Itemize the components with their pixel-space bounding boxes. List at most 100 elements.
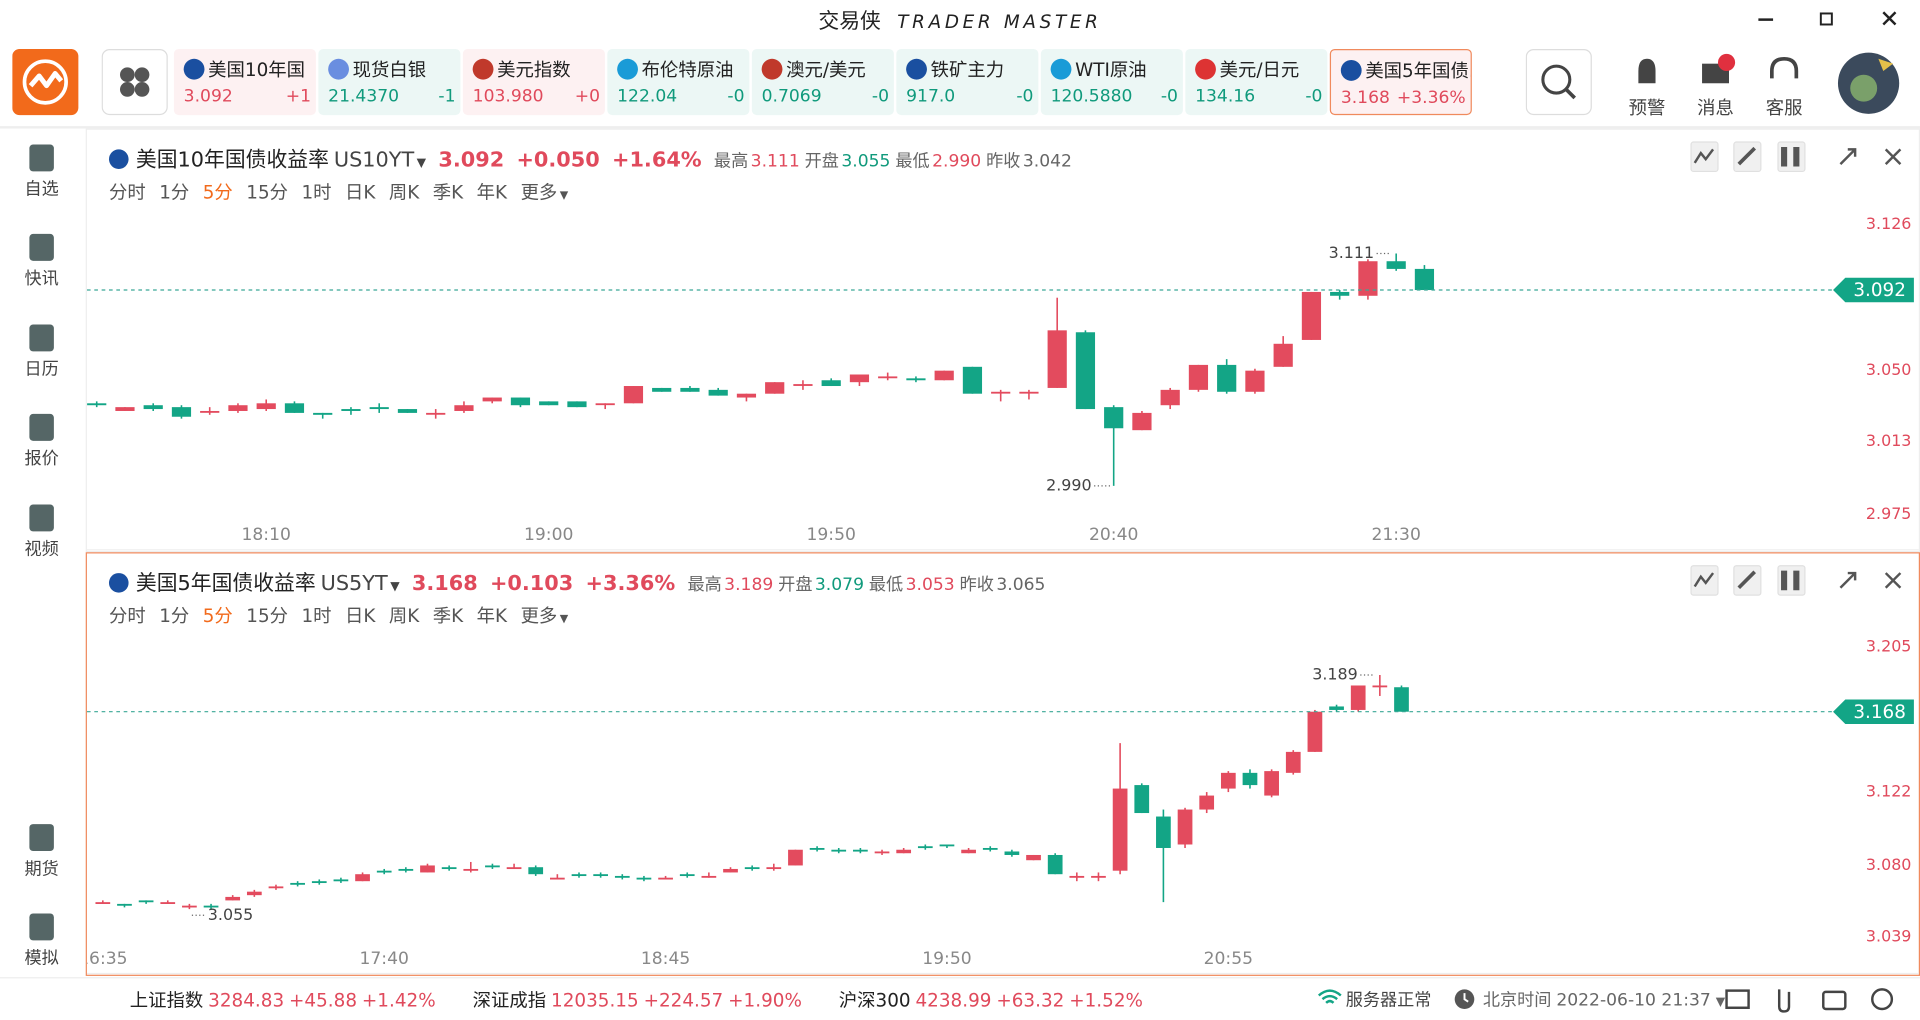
index-pct: +1.42% [361,989,436,1012]
candle-body [463,868,479,871]
stat-value: 3.042 [1022,151,1072,172]
service-icon[interactable] [1770,56,1799,79]
sidebar-item[interactable]: 模拟 [0,913,83,969]
candle-body [1134,785,1150,814]
candle-body [853,849,868,852]
ticker-card[interactable]: 铁矿主力 917.0 -0 [896,48,1039,116]
sidebar-item[interactable]: 日历 [0,324,83,380]
period-tab[interactable]: 1分 [159,604,190,627]
logo[interactable] [12,48,81,118]
window-controls[interactable] [1739,5,1910,34]
camera-icon[interactable] [1822,990,1847,1011]
sidebar-item[interactable]: 快讯 [0,233,83,290]
period-tab[interactable]: 分时 [108,181,146,204]
candle-body [246,891,262,896]
candle-body [171,407,192,417]
candle-body [268,886,284,889]
period-tab[interactable]: 5分 [202,181,233,204]
period-tab[interactable]: 1分 [159,181,190,204]
chart-panel: 美国5年国债收益率 US5YT ▼ 3.168 +0.103 +3.36% 最高 3.189 开… [85,552,1920,976]
tool-glyph [1781,146,1800,167]
candle-body [723,868,738,873]
candle-body [1217,364,1237,392]
period-tab[interactable]: 5分 [202,604,233,627]
avatar[interactable] [1837,51,1903,117]
instrument-code[interactable]: US10YT [333,148,415,173]
settings-icon[interactable] [1871,988,1894,1011]
ticker-card[interactable]: 美国10年国 3.092 +1 [173,48,316,116]
apps-button[interactable] [101,48,171,118]
ticker-icon [1340,60,1362,81]
candle-body [1264,771,1279,796]
period-tab[interactable]: 周K [388,181,420,204]
period-tab[interactable]: 周K [388,604,420,627]
ticker-name: WTI原油 [1075,58,1147,81]
candle-body [1386,261,1406,269]
sidebar-icon [29,233,54,261]
period-tab[interactable]: 年K [476,604,508,627]
period-tab[interactable]: 1时 [301,604,332,627]
candle-body [1301,291,1322,340]
period-tab[interactable]: 15分 [246,604,289,627]
clock[interactable]: 北京时间 2022-06-10 21:37 ▼ [1482,990,1726,1011]
ticker-card[interactable]: 现货白银 21.4370 -1 [318,48,461,116]
ticker-icon [328,58,349,80]
index-change: +63.32 [996,989,1065,1012]
period-tab[interactable]: 年K [476,181,508,204]
alert-icon[interactable] [1638,58,1656,84]
sidebar-item[interactable]: 视频 [0,504,83,560]
ticker-card[interactable]: 美国5年国债... 3.168 +3.36% [1329,48,1472,116]
window-icon[interactable] [1725,989,1750,1009]
candle-body [874,851,890,854]
sidebar-item[interactable]: 自选 [0,144,83,200]
stat-label: 开盘 [804,151,839,172]
low-annotation: 2.990 [1046,475,1092,494]
candle-body [1075,332,1096,410]
period-tab[interactable]: 更多 [520,604,558,627]
restore[interactable] [1819,12,1833,26]
candle-body [736,393,757,398]
search-button[interactable] [1525,48,1595,118]
period-tab[interactable]: 1时 [301,181,332,204]
sidebar-item[interactable]: 报价 [0,413,83,470]
candle-body [831,849,847,852]
ticker-name: 美国5年国债... [1365,60,1470,83]
period-tab[interactable]: 日K [345,181,376,204]
index-quote: 上证指数 3284.83 +45.88 +1.42% [130,987,441,1013]
candle-body [658,877,673,880]
candle-body [506,867,522,870]
attach-icon[interactable] [1777,989,1791,1013]
candle-body [290,882,305,885]
service-label[interactable]: 客服 [1765,96,1803,119]
close[interactable] [1882,11,1897,26]
tool-glyph [1839,571,1857,589]
sidebar-item[interactable]: 期货 [0,824,83,880]
stat-value: 3.055 [841,151,891,172]
index-quote: 深证成指 12035.15 +224.57 +1.90% [473,987,807,1013]
period-tab[interactable]: 更多 [520,181,558,204]
sidebar-label: 期货 [24,859,59,880]
ticker-change: -0 [871,86,889,107]
period-tab[interactable]: 季K [432,181,464,204]
period-tab[interactable]: 分时 [108,604,146,627]
ticker-card[interactable]: 美元/日元 134.16 -0 [1185,48,1328,116]
ticker-name: 美元/日元 [1219,58,1300,81]
quote-change-pct: +3.36% [585,571,676,597]
ticker-card[interactable]: 美元指数 103.980 +0 [462,48,605,116]
period-tab[interactable]: 季K [432,604,464,627]
period-tab[interactable]: 15分 [246,181,289,204]
ticker-change: +3.36% [1396,88,1466,108]
ticker-card[interactable]: WTI原油 120.5880 -0 [1040,48,1183,116]
period-tab[interactable]: 日K [345,604,376,627]
tool-glyph [1737,146,1757,166]
ticker-card[interactable]: 布伦特原油 122.04 -0 [607,48,750,116]
ticker-price: 3.092 [183,86,233,107]
messages-label[interactable]: 消息 [1697,96,1734,119]
sidebar-label: 模拟 [24,948,59,969]
instrument-code[interactable]: US5YT [320,571,388,597]
ticker-card[interactable]: 澳元/美元 0.7069 -0 [751,48,894,116]
chart-canvas: 3.2053.1643.1223.0803.03916:3517:4018:45… [86,565,1919,975]
status-bar [0,977,1920,1020]
alert-label[interactable]: 预警 [1628,96,1666,119]
